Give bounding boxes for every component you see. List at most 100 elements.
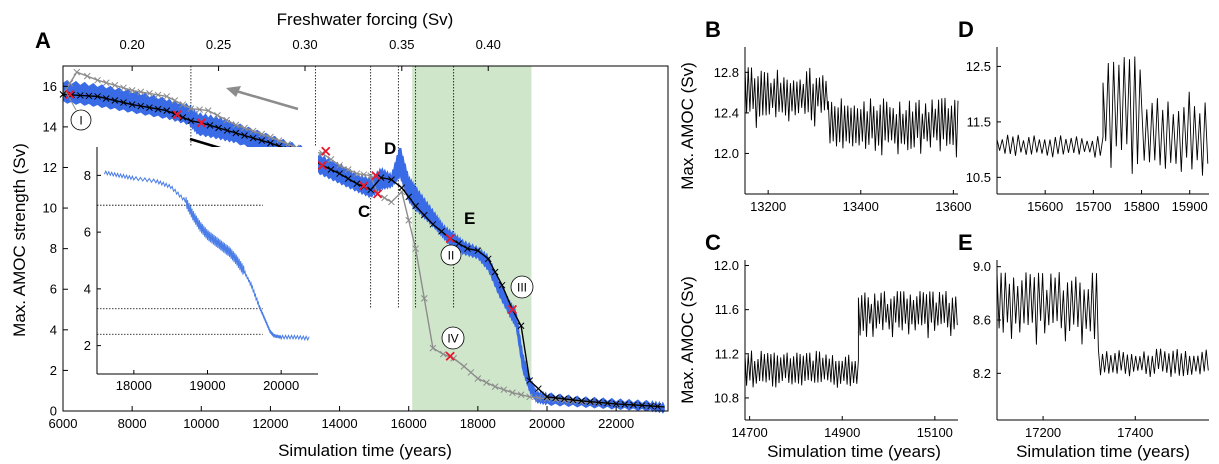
red-marker-7 <box>371 170 381 181</box>
y-axis-label-b: Max. AMOC (Sv) <box>678 62 697 190</box>
svg-text:III: III <box>517 281 527 295</box>
svg-text:I: I <box>79 114 82 128</box>
panel-label-e: E <box>958 230 973 255</box>
plot-frame-a <box>62 65 669 412</box>
black-cross <box>405 193 413 201</box>
grey-cross <box>578 398 585 406</box>
x-tick-a-1: 8000 <box>118 416 147 431</box>
inset-x-tick-1: 19000 <box>189 378 225 393</box>
grey-cross <box>163 93 171 100</box>
red-marker-11 <box>507 304 518 315</box>
grey-cross <box>171 97 179 104</box>
y-tick-e-1: 8.6 <box>973 313 991 328</box>
inset-horizontal-lines <box>97 204 263 335</box>
y-tick-e-2: 9.0 <box>973 259 991 274</box>
grey-cross <box>196 106 203 113</box>
grey-cross <box>267 133 274 141</box>
panel-d: D 15600 15700 15800 15900 10.5 11.5 12.5 <box>958 17 1209 214</box>
red-markers <box>65 89 518 361</box>
grey-cross <box>137 88 145 96</box>
panel-label-a: A <box>35 28 51 53</box>
annotation-d: D <box>384 139 396 158</box>
grey-cross <box>474 375 482 382</box>
y-tick-a-5: 10 <box>43 201 57 216</box>
black-cross <box>474 247 482 255</box>
top-tick-3: 0.35 <box>389 37 414 52</box>
grey-cross <box>344 166 352 173</box>
y-tick-d-1: 11.5 <box>967 114 991 129</box>
black-cross <box>367 186 375 194</box>
black-cross <box>464 245 471 253</box>
grey-cross <box>241 124 248 132</box>
grey-cross <box>467 369 475 376</box>
black-cross <box>267 139 274 147</box>
black-cross <box>586 398 594 405</box>
grey-cross <box>535 394 542 402</box>
grey-cross <box>258 130 266 138</box>
y-tick-a-4: 8 <box>50 241 57 256</box>
y-tick-a-0: 0 <box>50 404 57 419</box>
grey-cross <box>327 155 335 163</box>
grey-cross <box>214 112 221 119</box>
black-cross <box>647 402 655 410</box>
y-axis-label-a: Max. AMOC strength (Sv) <box>10 143 29 337</box>
black-cross <box>187 117 195 125</box>
panel-c: C Max. AMOC (Sv) Simulation time (years)… <box>678 230 958 461</box>
x-tick-e-0: 17200 <box>1025 425 1061 440</box>
x-tick-c-1: 14900 <box>824 425 860 440</box>
black-cross <box>102 95 110 102</box>
grey-cross <box>381 194 388 202</box>
series-d <box>996 56 1209 176</box>
inset-series <box>103 169 310 342</box>
top-axis-label: Freshwater forcing (Sv) <box>277 10 454 29</box>
top-tick-0: 0.20 <box>119 37 144 52</box>
black-cross <box>654 403 661 410</box>
black-cross <box>535 385 542 393</box>
grey-cross <box>249 127 257 135</box>
y-tick-b-2: 12.8 <box>714 65 739 80</box>
black-cross <box>612 400 620 408</box>
grey-cross <box>586 399 594 406</box>
x-tick-a-5: 16000 <box>391 416 427 431</box>
y-axis-label-c: Max. AMOC (Sv) <box>678 276 697 404</box>
black-cross <box>420 211 428 219</box>
black-cross <box>498 281 506 289</box>
y-tick-a-8: 16 <box>43 79 57 94</box>
grey-cross <box>450 354 458 362</box>
black-cross <box>336 170 343 177</box>
grey-cross <box>439 350 447 358</box>
black-cross <box>154 105 162 113</box>
grey-cross <box>483 379 490 386</box>
black-cross <box>206 122 214 129</box>
inset-y-tick-1: 4 <box>84 281 91 296</box>
y-tick-e-0: 8.2 <box>973 366 991 381</box>
series-e <box>996 272 1209 377</box>
black-cross <box>76 92 84 99</box>
x-tick-a-7: 20000 <box>529 416 565 431</box>
panel-label-d: D <box>958 17 974 42</box>
y-tick-b-0: 12.0 <box>714 146 739 161</box>
black-cross <box>249 134 257 142</box>
panel-e: E Simulation time (years) 17200 17400 8.2 8… <box>958 230 1209 461</box>
red-marker-5 <box>321 146 331 156</box>
x-ticks-a: 6000 8000 10000 12000 14000 16000 18000 20000 22… <box>49 406 634 431</box>
black-cross <box>638 402 646 409</box>
panel-label-c: C <box>705 230 721 255</box>
grey-cross <box>154 91 162 99</box>
black-cross <box>526 377 534 384</box>
y-tick-c-0: 10.8 <box>714 390 739 405</box>
series-c <box>744 290 958 388</box>
black-cross <box>94 93 101 100</box>
grey-cross <box>120 84 127 92</box>
black-cross <box>344 175 352 182</box>
red-marker-6 <box>359 181 369 191</box>
grey-cross <box>526 393 534 401</box>
x-tick-e-1: 17400 <box>1117 425 1153 440</box>
x-tick-a-8: 22000 <box>598 416 634 431</box>
x-tick-b-0: 13200 <box>750 199 786 214</box>
grey-cross <box>412 245 419 253</box>
black-cross <box>429 220 437 228</box>
black-cross <box>398 184 406 192</box>
svg-text:IV: IV <box>447 332 458 346</box>
